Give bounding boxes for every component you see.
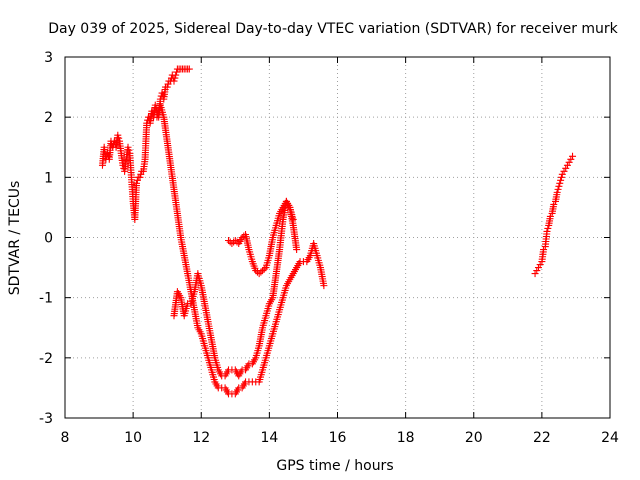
data-point [560, 167, 568, 175]
data-point [171, 74, 179, 82]
data-point [556, 179, 564, 187]
data-point [320, 282, 328, 290]
data-point [563, 161, 571, 169]
data-point [293, 246, 301, 254]
data-point [555, 182, 563, 190]
data-point [133, 179, 141, 187]
data-point [536, 261, 544, 269]
x-axis-label: GPS time / hours [276, 458, 393, 474]
data-point [120, 164, 128, 172]
data-point [163, 83, 171, 91]
grid-lines [65, 57, 610, 418]
data-point [550, 200, 558, 208]
data-point [136, 173, 144, 181]
y-axis-label: SDTVAR / TECUs [7, 181, 23, 296]
y-tick-label: -3 [39, 411, 53, 427]
x-tick-label: 8 [61, 430, 70, 446]
series-segment-5 [531, 152, 577, 278]
data-point [553, 188, 561, 196]
data-point [125, 146, 133, 154]
x-tick-label: 14 [260, 430, 278, 446]
data-point [554, 185, 562, 193]
data-points [98, 65, 577, 398]
data-point [255, 270, 263, 278]
series-segment-4 [225, 197, 301, 278]
series-segment-2 [153, 101, 328, 398]
data-point [124, 143, 132, 151]
data-point [225, 237, 232, 245]
x-tick-label: 16 [329, 430, 347, 446]
x-tick-label: 20 [465, 430, 483, 446]
data-point [259, 267, 267, 275]
data-point [257, 268, 265, 276]
y-tick-label: 3 [44, 50, 53, 66]
data-point [534, 264, 542, 272]
data-point [558, 170, 566, 178]
data-point [104, 152, 112, 160]
data-point [114, 131, 122, 139]
data-point [172, 71, 180, 79]
data-point [252, 267, 260, 275]
data-point [540, 246, 548, 254]
y-tick-label: 2 [44, 110, 53, 126]
data-point [260, 265, 268, 273]
x-tick-label: 18 [397, 430, 415, 446]
data-point [531, 270, 539, 278]
data-point [238, 234, 246, 241]
data-point [544, 224, 552, 232]
data-point [543, 227, 551, 235]
x-tick-label: 12 [192, 430, 210, 446]
y-tick-label: 1 [44, 170, 53, 186]
data-point [115, 134, 123, 142]
data-point [546, 212, 554, 220]
y-tick-label: -1 [39, 291, 53, 307]
series-segment-3 [170, 197, 297, 380]
data-point [185, 65, 193, 73]
data-point [170, 77, 178, 85]
y-tick-label: 0 [44, 231, 53, 247]
data-point [565, 158, 573, 166]
x-tick-label: 10 [124, 430, 142, 446]
x-tick-label: 24 [601, 430, 619, 446]
data-point [228, 240, 236, 248]
data-point [562, 164, 570, 172]
data-point [569, 152, 577, 160]
chart-title: Day 039 of 2025, Sidereal Day-to-day VTE… [48, 21, 618, 37]
data-point [557, 173, 565, 181]
data-point [567, 155, 575, 163]
x-tick-label: 22 [533, 430, 551, 446]
data-point [231, 237, 239, 245]
data-point [533, 267, 541, 275]
series-segment-1 [98, 65, 193, 223]
data-point [557, 176, 565, 184]
y-tick-label: -2 [39, 351, 53, 367]
